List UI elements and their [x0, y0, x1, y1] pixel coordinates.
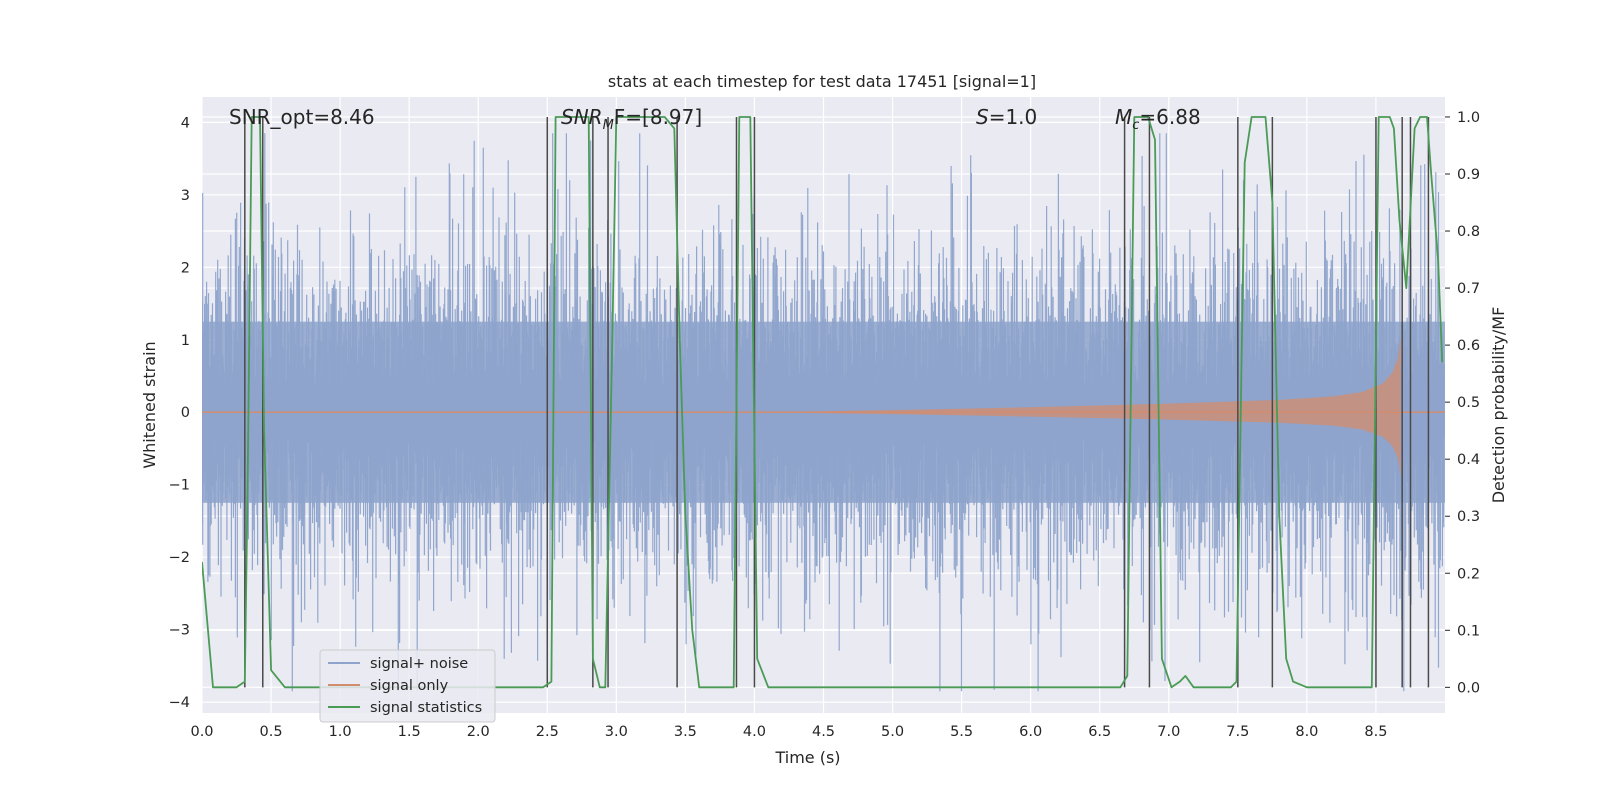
y-right-tick-label: 0.0 [1457, 680, 1480, 696]
x-tick-label: 5.5 [950, 724, 973, 740]
x-axis-ticks: 0.0 0.5 1.0 1.5 2.0 2.5 3.0 3.5 4.0 4.5 5.0 5.5 6.0 6… [190, 724, 1387, 740]
y-right-tick-label: 0.4 [1457, 452, 1480, 468]
annotation-mc: Mc=6.88 [1115, 105, 1201, 133]
x-tick-label: 6.0 [1019, 724, 1042, 740]
x-tick-label: 1.0 [329, 724, 352, 740]
x-tick-label: 0.5 [260, 724, 283, 740]
y-right-tick-label: 0.9 [1457, 167, 1480, 183]
snr-mf-symbol: SNR [561, 105, 603, 129]
legend-label-stats: signal statistics [370, 700, 482, 716]
s-value: =1.0 [989, 105, 1038, 129]
x-tick-label: 1.5 [398, 724, 421, 740]
y-right-tick-label: 0.5 [1457, 395, 1480, 411]
x-tick-label: 8.0 [1295, 724, 1318, 740]
y-left-tick-label: −4 [169, 695, 190, 711]
s-symbol: S [976, 105, 989, 129]
y-axis-left-ticks: 4 3 2 1 0 −1 −2 −3 −4 [169, 115, 190, 711]
x-tick-label: 3.0 [605, 724, 628, 740]
legend-box [319, 649, 496, 723]
signal-statistics-series [202, 116, 1444, 689]
x-tick-label: 4.5 [812, 724, 835, 740]
y-right-tick-label: 0.7 [1457, 281, 1480, 297]
y-left-tick-label: 2 [181, 260, 190, 276]
legend: signal+ noise signal only signal statist… [319, 649, 496, 723]
y-right-tick-label: 0.6 [1457, 338, 1480, 354]
y-right-tick-label: 1.0 [1457, 110, 1480, 126]
x-tick-label: 7.0 [1157, 724, 1180, 740]
y-axis-left-label: Whitened strain [140, 341, 159, 468]
snr-mf-value: F=[8.97] [614, 105, 702, 129]
annotation-s: S=1.0 [976, 105, 1037, 129]
annotation-snr-opt: SNR_opt=8.46 [229, 105, 375, 129]
x-tick-label: 2.5 [536, 724, 559, 740]
annotation-snr-mf: SNRMF=[8.97] [561, 105, 702, 133]
mc-subscript: c [1132, 118, 1139, 133]
y-left-tick-label: 4 [181, 115, 190, 131]
y-right-tick-label: 0.3 [1457, 509, 1480, 525]
y-axis-right-ticks: 1.0 0.9 0.8 0.7 0.6 0.5 0.4 0.3 0.2 0.1 0.0 [1445, 110, 1480, 696]
y-left-tick-label: −1 [169, 478, 190, 494]
legend-label-signal: signal only [370, 678, 449, 694]
mc-value: =6.88 [1139, 105, 1200, 129]
x-tick-label: 8.5 [1364, 724, 1387, 740]
y-left-tick-label: 0 [181, 405, 190, 421]
stats-line [202, 116, 1444, 689]
y-right-tick-label: 0.2 [1457, 566, 1480, 582]
y-left-tick-label: 1 [181, 333, 190, 349]
plot-area [202, 116, 1445, 692]
x-tick-label: 3.5 [674, 724, 697, 740]
chart-title: stats at each timestep for test data 174… [608, 72, 1036, 91]
x-tick-label: 4.0 [743, 724, 766, 740]
y-right-tick-label: 0.8 [1457, 224, 1480, 240]
signal-envelope [202, 336, 1401, 477]
x-tick-label: 6.5 [1088, 724, 1111, 740]
x-tick-label: 0.0 [190, 724, 213, 740]
y-axis-right-label: Detection probability/MF [1489, 307, 1508, 504]
y-left-tick-label: −2 [169, 550, 190, 566]
legend-label-noise: signal+ noise [370, 656, 468, 672]
y-left-tick-label: −3 [169, 623, 190, 639]
snr-mf-subscript: M [603, 118, 614, 133]
x-tick-label: 7.5 [1226, 724, 1249, 740]
x-axis-label: Time (s) [774, 748, 840, 767]
x-tick-label: 5.0 [881, 724, 904, 740]
y-left-tick-label: 3 [181, 188, 190, 204]
y-right-tick-label: 0.1 [1457, 623, 1480, 639]
mc-symbol: M [1115, 105, 1132, 129]
x-tick-label: 2.0 [467, 724, 490, 740]
